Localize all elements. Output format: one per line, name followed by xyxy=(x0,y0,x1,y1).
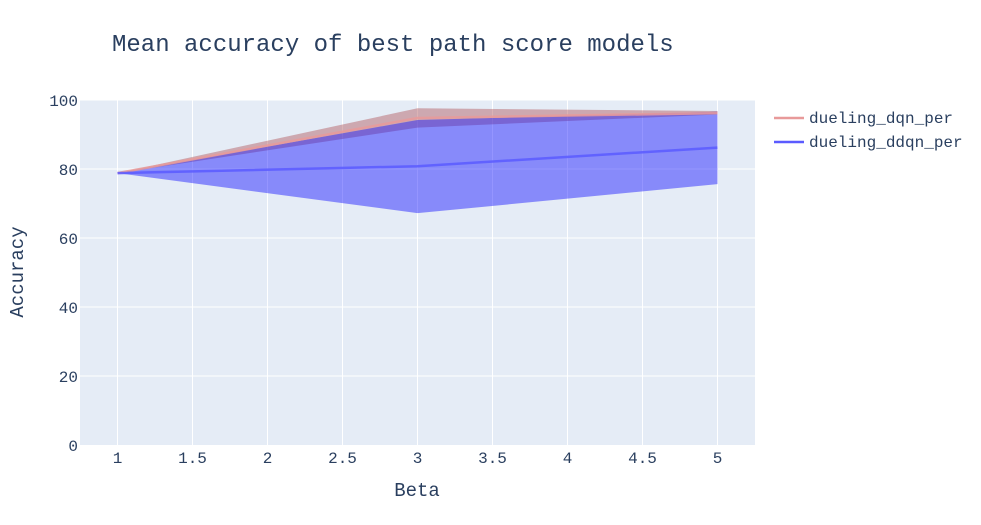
chart-title: Mean accuracy of best path score models xyxy=(112,32,674,59)
legend-label-dueling_dqn_per: dueling_dqn_per xyxy=(809,110,953,128)
legend: dueling_dqn_per dueling_ddqn_per xyxy=(774,110,963,152)
band-dueling_ddqn_per xyxy=(117,111,718,214)
y-tick-label: 20 xyxy=(59,369,78,387)
x-tick-label: 3 xyxy=(413,450,423,468)
x-tick-label: 4 xyxy=(563,450,573,468)
x-tick-label: 2 xyxy=(263,450,273,468)
y-gridlines xyxy=(80,99,755,377)
x-gridlines xyxy=(117,100,718,445)
line-dueling_dqn_per xyxy=(117,111,718,175)
y-axis-title: Accuracy xyxy=(7,226,29,317)
y-tick-label: 60 xyxy=(59,231,78,249)
series-lines xyxy=(117,111,718,175)
x-tick-labels: 1 1.5 2 2.5 3 3.5 4 4.5 5 xyxy=(113,450,723,468)
line-dueling_ddqn_per xyxy=(117,146,718,175)
x-tick-label: 5 xyxy=(713,450,723,468)
x-tick-label: 1 xyxy=(113,450,123,468)
x-tick-label: 4.5 xyxy=(628,450,657,468)
x-tick-label: 1.5 xyxy=(178,450,207,468)
x-tick-label: 3.5 xyxy=(478,450,507,468)
legend-label-dueling_ddqn_per: dueling_ddqn_per xyxy=(809,134,963,152)
x-tick-label: 2.5 xyxy=(328,450,357,468)
y-tick-label: 100 xyxy=(49,93,78,111)
y-tick-label: 40 xyxy=(59,300,78,318)
x-axis-title: Beta xyxy=(394,480,440,502)
y-tick-label: 80 xyxy=(59,162,78,180)
y-tick-labels: 0 20 40 60 80 100 xyxy=(49,93,78,456)
y-tick-label: 0 xyxy=(68,438,78,456)
